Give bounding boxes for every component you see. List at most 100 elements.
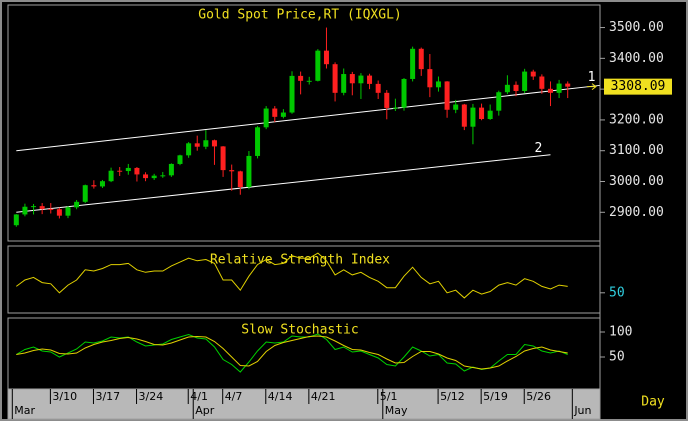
candle-body	[177, 155, 183, 164]
candle-body	[306, 80, 312, 82]
candle-body	[108, 170, 114, 182]
last-price-label: 3308.09	[611, 79, 666, 94]
candle-body	[504, 84, 510, 93]
candle-body	[289, 75, 295, 113]
x-tick-label: 5/1	[380, 390, 398, 403]
candle-body	[237, 171, 243, 188]
candle-body	[151, 175, 157, 179]
candle-body	[168, 163, 174, 176]
candle-body	[453, 104, 459, 110]
rsi-title: Relative Strength Index	[210, 253, 390, 268]
candle-body	[91, 185, 97, 187]
candle-body	[470, 107, 476, 127]
candle-body	[367, 75, 373, 84]
y-tick-label: 2900.00	[609, 205, 664, 220]
candle-body	[143, 174, 149, 179]
x-tick-label: 3/17	[95, 390, 120, 403]
candle-body	[203, 140, 209, 147]
candle-body	[522, 71, 528, 91]
y-tick-label: 50	[609, 350, 625, 365]
candle-body	[246, 155, 252, 188]
candle-body	[539, 76, 545, 89]
candle-body	[194, 143, 200, 147]
x-tick-label: 4/7	[225, 390, 243, 403]
y-tick-label: 3400.00	[609, 51, 664, 66]
x-tick-label: 4/21	[311, 390, 336, 403]
candle-body	[280, 112, 286, 117]
candle-body	[220, 146, 226, 171]
candle-body	[48, 208, 54, 210]
candle-body	[427, 69, 433, 88]
candle-body	[418, 48, 424, 70]
x-tick-label: 3/10	[52, 390, 77, 403]
candle-body	[39, 206, 45, 209]
candle-body	[74, 201, 80, 208]
candle-body	[134, 167, 140, 175]
trendline	[16, 154, 551, 213]
candle-body	[117, 170, 123, 172]
indicator-line	[16, 335, 568, 370]
candle-body	[255, 127, 261, 156]
candle-body	[82, 185, 88, 202]
candle-body	[125, 167, 131, 172]
candle-body	[349, 74, 355, 84]
price-panel	[7, 4, 601, 242]
candle-body	[22, 206, 28, 215]
candle-body	[496, 92, 502, 111]
candle-body	[461, 104, 467, 127]
candle-body	[99, 181, 105, 187]
candle-body	[375, 83, 381, 93]
candle-body	[341, 74, 347, 93]
y-tick-label: 3200.00	[609, 112, 664, 127]
price-title: Gold Spot Price,RT (IQXGL)	[198, 8, 402, 23]
candle-body	[56, 209, 62, 216]
candle-body	[513, 84, 519, 91]
candle-body	[65, 207, 71, 216]
candle-body	[384, 92, 390, 108]
trendline	[16, 84, 600, 152]
month-label: May	[385, 404, 408, 417]
x-tick-label: 5/19	[483, 390, 508, 403]
candle-body	[211, 140, 217, 147]
candle-body	[186, 143, 192, 156]
candle-body	[401, 78, 407, 108]
candle-body	[565, 83, 571, 87]
candle-body	[530, 71, 536, 77]
candle-body	[315, 50, 321, 81]
candle-body	[13, 214, 19, 226]
trendline-label: 1	[588, 70, 596, 85]
stochastic-title: Slow Stochastic	[241, 323, 358, 338]
candle-body	[410, 48, 416, 79]
x-tick-label: 3/24	[139, 390, 164, 403]
x-tick-label: 5/26	[526, 390, 551, 403]
y-tick-label: 3100.00	[609, 143, 664, 158]
last-price-box	[604, 78, 672, 95]
candle-body	[547, 88, 553, 93]
month-label: Jun	[573, 404, 591, 417]
candle-body	[487, 110, 493, 119]
y-tick-label: 3000.00	[609, 174, 664, 189]
x-tick-label: 5/12	[440, 390, 465, 403]
rsi-panel	[7, 245, 601, 314]
candle-body	[332, 64, 338, 93]
candle-body	[556, 83, 562, 93]
candle-body	[444, 81, 450, 110]
x-axis-label: Day	[641, 395, 665, 410]
candle-body	[323, 50, 329, 65]
candle-body	[263, 108, 269, 128]
last-price-arrow	[587, 83, 597, 91]
candle-body	[272, 108, 278, 117]
candle-body	[229, 170, 235, 172]
month-label: Apr	[195, 404, 215, 417]
x-tick-label: 4/1	[190, 390, 208, 403]
indicator-line	[16, 252, 568, 299]
month-label: Mar	[14, 404, 35, 417]
y-tick-label: 50	[609, 285, 625, 300]
candle-body	[31, 206, 37, 208]
candle-body	[435, 81, 441, 88]
candle-body	[160, 175, 166, 177]
candle-body	[358, 75, 364, 84]
date-strip	[7, 388, 601, 420]
